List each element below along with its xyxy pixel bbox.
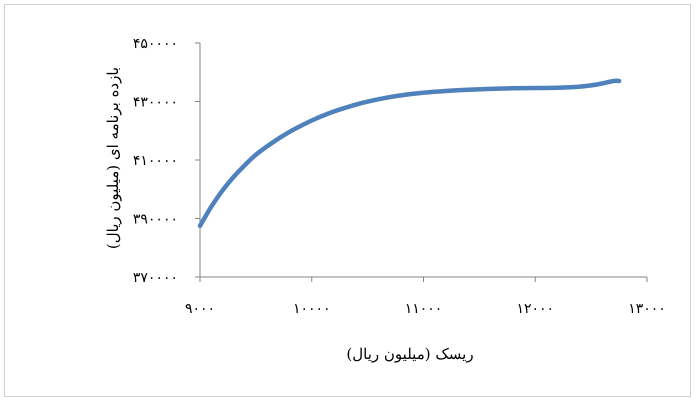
x-tick-label: ۱۰۰۰۰ bbox=[293, 301, 331, 317]
series-line bbox=[197, 78, 622, 229]
y-tick-label: ۴۳۰۰۰۰ bbox=[133, 95, 178, 111]
x-tick-label: ۹۰۰۰ bbox=[185, 301, 215, 317]
x-tick-label: ۱۳۰۰۰ bbox=[628, 301, 666, 317]
y-axis: ۳۷۰۰۰۰ ۳۹۰۰۰۰ ۴۱۰۰۰۰ ۴۳۰۰۰۰ ۴۵۰۰۰۰ bbox=[133, 36, 201, 286]
y-axis-title: بازده برنامه ای (میلیون ریال) bbox=[104, 67, 122, 249]
y-tick-label: ۳۹۰۰۰۰ bbox=[133, 212, 178, 228]
x-tick-label: ۱۱۰۰۰ bbox=[405, 301, 443, 317]
x-axis-title: ریسک (میلیون ریال) bbox=[346, 345, 473, 363]
y-tick-label: ۴۵۰۰۰۰ bbox=[133, 36, 178, 52]
y-tick-label: ۴۱۰۰۰۰ bbox=[133, 153, 178, 169]
chart-frame bbox=[4, 4, 691, 397]
y-tick-label: ۳۷۰۰۰۰ bbox=[133, 270, 178, 286]
x-axis: ۹۰۰۰ ۱۰۰۰۰ ۱۱۰۰۰ ۱۲۰۰۰ ۱۳۰۰۰ bbox=[185, 276, 666, 317]
x-tick-label: ۱۲۰۰۰ bbox=[516, 301, 554, 317]
series-group bbox=[197, 78, 622, 229]
